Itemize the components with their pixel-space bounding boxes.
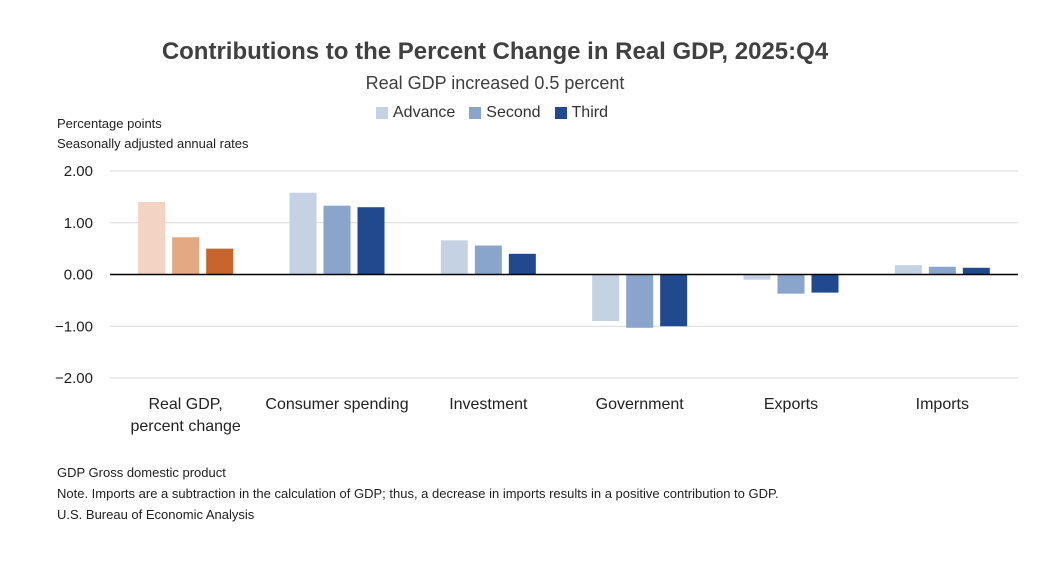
x-tick-label: Imports — [916, 396, 969, 413]
bar-advance — [743, 274, 771, 280]
chart-title: Contributions to the Percent Change in R… — [161, 38, 829, 65]
bar-second — [777, 274, 805, 294]
chart-legend: Advance Second Third — [376, 104, 608, 122]
bar-second — [626, 274, 654, 328]
bar-third — [962, 267, 990, 275]
bar-advance — [440, 240, 468, 275]
y-tick-label: 2.00 — [64, 163, 93, 180]
y-axis-unit-note: Seasonally adjusted annual rates — [57, 136, 249, 151]
legend-swatch-second — [469, 107, 482, 119]
legend-item-second: Second — [469, 104, 541, 122]
footnote-note: Note. Imports are a subtraction in the c… — [57, 486, 779, 501]
legend-swatch-advance — [376, 107, 388, 119]
bar-second — [474, 245, 502, 275]
legend-label-second: Second — [486, 104, 541, 121]
chart-subtitle: Real GDP increased 0.5 percent — [365, 73, 625, 93]
bar-third — [660, 274, 688, 327]
x-tick-label: Exports — [764, 396, 818, 413]
x-tick-label: Consumer spending — [265, 396, 408, 413]
legend-swatch-third — [554, 107, 567, 119]
y-tick-label: −2.00 — [55, 370, 93, 387]
bar-advance — [592, 274, 620, 322]
footnote-source: U.S. Bureau of Economic Analysis — [57, 507, 255, 522]
x-tick-label: percent change — [131, 418, 241, 435]
y-axis-unit-label: Percentage points — [57, 116, 162, 131]
y-tick-label: −1.00 — [55, 318, 93, 335]
legend-label-advance: Advance — [393, 104, 456, 121]
bar-third — [811, 274, 839, 293]
bar-second — [172, 237, 200, 275]
y-tick-label: 0.00 — [64, 267, 93, 284]
footnote-abbreviation: GDP Gross domestic product — [57, 465, 226, 480]
bar-second — [323, 205, 351, 275]
legend-item-third: Third — [554, 104, 608, 122]
bar-third — [206, 248, 234, 275]
x-tick-label: Government — [596, 396, 685, 413]
legend-item-advance: Advance — [376, 104, 455, 122]
x-tick-label: Investment — [449, 396, 528, 413]
legend-label-third: Third — [571, 104, 608, 121]
bar-advance — [894, 265, 922, 275]
bar-advance — [138, 202, 166, 275]
x-tick-label: Real GDP, — [148, 396, 222, 413]
bar-second — [928, 266, 956, 275]
bar-advance — [289, 192, 317, 275]
bar-third — [508, 253, 536, 275]
bar-third — [357, 207, 385, 275]
y-tick-label: 1.00 — [64, 215, 93, 232]
